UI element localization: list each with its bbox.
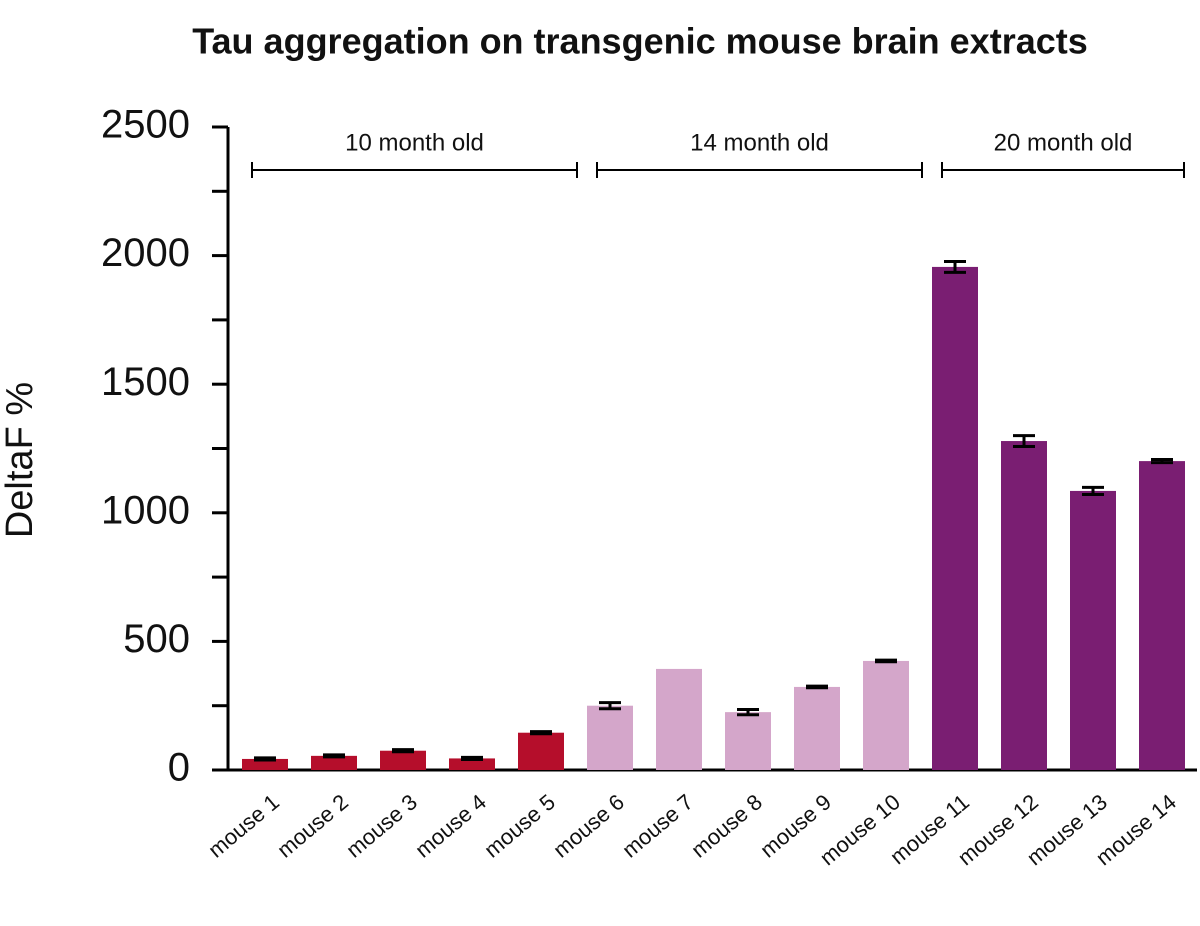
x-tick-label: mouse 6 [548, 789, 629, 862]
bar [242, 758, 288, 770]
error-bar [1082, 485, 1104, 497]
y-tick-label: 0 [168, 746, 190, 790]
x-tick-label: mouse 4 [410, 789, 491, 862]
error-bar [599, 701, 621, 711]
y-tick-label: 1000 [101, 488, 190, 532]
bar [794, 686, 840, 770]
bar [449, 758, 495, 770]
x-tick-label: mouse 2 [272, 789, 353, 862]
x-tick-label: mouse 8 [686, 789, 767, 862]
error-bar [323, 753, 345, 759]
y-tick-label: 2000 [101, 231, 190, 275]
error-bar [254, 756, 276, 762]
x-tick-label: mouse 1 [203, 789, 284, 862]
bar [1070, 490, 1116, 770]
error-bar [875, 658, 897, 664]
bar [932, 266, 978, 770]
x-tick-label: mouse 3 [341, 789, 422, 862]
error-bar [944, 260, 966, 274]
error-bar [1151, 458, 1173, 465]
bar [380, 750, 426, 770]
bar [518, 732, 564, 770]
group-label: 14 month old [690, 129, 829, 156]
error-bar [530, 730, 552, 736]
bar [311, 755, 357, 770]
x-tick-label: mouse 5 [479, 789, 560, 862]
error-bar [392, 748, 414, 754]
bar [863, 660, 909, 770]
bar [1139, 461, 1185, 770]
error-bar [737, 708, 759, 717]
group-label: 10 month old [345, 129, 484, 156]
y-tick-label: 1500 [101, 360, 190, 404]
bar [1001, 441, 1047, 770]
bar [725, 712, 771, 770]
group-label: 20 month old [994, 129, 1133, 156]
error-bar [806, 684, 828, 690]
y-tick-label: 2500 [101, 103, 190, 147]
bar [587, 705, 633, 770]
chart-title: Tau aggregation on transgenic mouse brai… [192, 21, 1088, 62]
x-tick-label: mouse 7 [617, 789, 698, 862]
bar [656, 668, 702, 770]
y-axis-label: DeltaF % [0, 382, 41, 538]
error-bar [461, 755, 483, 761]
y-tick-label: 500 [123, 617, 190, 661]
error-bar [1013, 434, 1035, 448]
